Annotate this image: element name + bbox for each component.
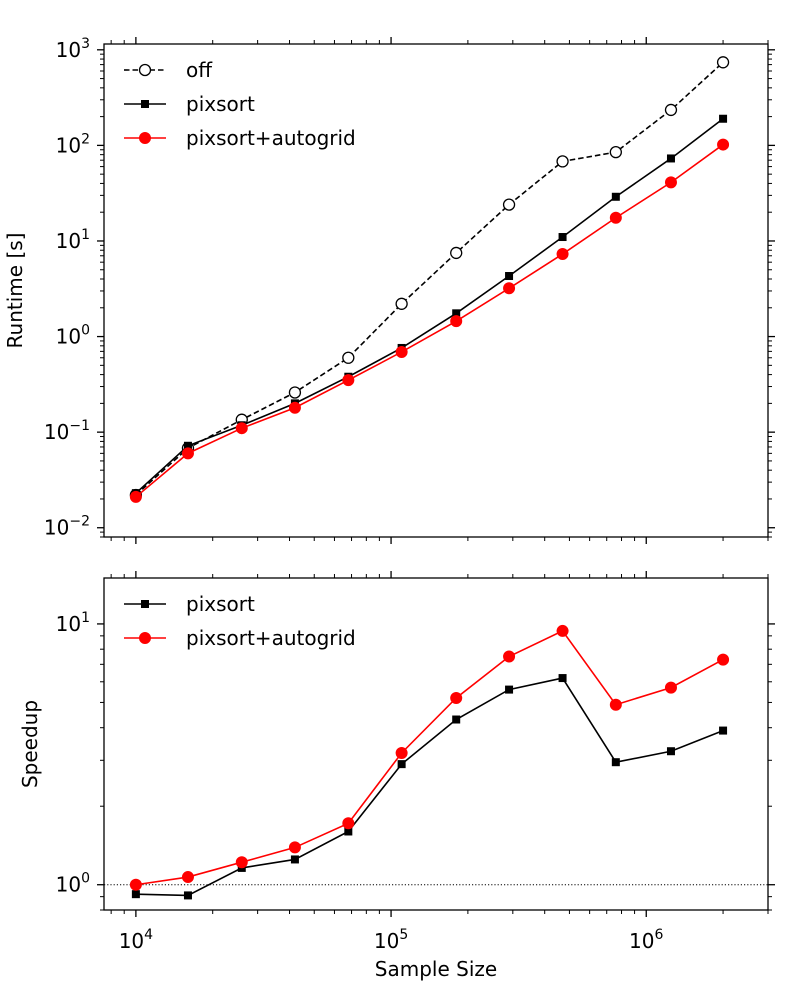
y-axis-label: Speedup <box>18 700 42 788</box>
data-point <box>342 374 355 387</box>
data-point <box>717 653 730 666</box>
data-point <box>450 691 463 704</box>
y-tick-label: 10−1 <box>44 418 90 444</box>
data-point <box>288 841 301 854</box>
runtime-chart: 10−2 10−1 100 101 102 103 Runtime [s] off pixsor… <box>3 36 775 544</box>
data-point <box>719 114 728 123</box>
data-point <box>556 248 569 261</box>
data-point <box>342 817 355 830</box>
legend: off pixsort pixsort+autogrid <box>124 58 356 150</box>
data-point <box>235 856 248 869</box>
data-point <box>716 56 730 69</box>
data-point <box>717 138 730 151</box>
data-point <box>183 891 192 900</box>
data-point <box>141 100 149 108</box>
data-point <box>611 758 620 767</box>
data-point <box>609 145 622 159</box>
legend-label: pixsort+autogrid <box>186 126 356 150</box>
data-point <box>502 198 516 211</box>
y-tick-label: 100 <box>56 323 90 349</box>
legend-label: pixsort <box>186 592 255 616</box>
data-point <box>503 282 516 295</box>
y-tick-label: 10−2 <box>44 514 90 540</box>
plot-frame <box>103 577 769 911</box>
series-line <box>135 61 724 496</box>
data-point <box>558 674 567 683</box>
plot-frame <box>103 43 769 538</box>
x-tick-label: 104 <box>119 927 153 953</box>
y-tick-label: 101 <box>56 610 90 636</box>
data-point <box>452 715 461 724</box>
data-point <box>397 760 406 769</box>
legend-label: pixsort <box>186 92 255 116</box>
data-point <box>181 871 194 884</box>
data-point <box>664 103 678 117</box>
data-point <box>719 726 728 735</box>
data-point <box>395 746 408 759</box>
series-line <box>135 118 724 494</box>
y-tick-label: 101 <box>56 227 90 253</box>
speedup-chart: 100 101 104 105 106 Speedup Sample Size pixsort… <box>18 571 775 981</box>
data-point <box>131 890 140 899</box>
legend-label: off <box>186 58 213 82</box>
data-point <box>288 386 302 399</box>
data-point <box>609 211 622 224</box>
tick-marks <box>97 571 775 917</box>
data-point <box>558 233 567 242</box>
data-point <box>129 490 142 503</box>
x-tick-label: 105 <box>374 927 408 953</box>
data-point <box>290 855 299 864</box>
x-tick-label: 106 <box>629 927 663 953</box>
legend: pixsort pixsort+autogrid <box>124 592 356 650</box>
data-point <box>556 624 569 637</box>
data-point <box>181 447 194 460</box>
legend-label: pixsort+autogrid <box>186 626 356 650</box>
y-axis-label: Runtime [s] <box>3 233 27 349</box>
data-point <box>139 132 151 144</box>
data-point <box>450 246 463 260</box>
y-tick-label: 102 <box>56 131 90 157</box>
series-pixsort <box>131 674 728 900</box>
data-point <box>395 297 408 310</box>
data-point <box>609 698 622 711</box>
y-tick-label: 100 <box>56 871 90 897</box>
data-point <box>288 401 301 414</box>
data-point <box>503 650 516 663</box>
data-point <box>664 681 677 694</box>
data-point <box>664 176 677 189</box>
data-point <box>611 192 620 201</box>
series-line <box>135 677 724 897</box>
data-point <box>139 632 151 644</box>
data-point <box>556 155 569 168</box>
data-point <box>450 315 463 328</box>
data-point <box>395 345 408 358</box>
data-point <box>505 272 514 281</box>
series-pixsort-autogrid <box>129 624 730 891</box>
series-line <box>135 629 724 886</box>
data-point <box>666 154 675 163</box>
data-point <box>342 351 355 364</box>
data-point <box>129 878 142 891</box>
data-point <box>138 63 152 77</box>
data-point <box>235 422 248 435</box>
series-pixsort-autogrid <box>129 138 730 503</box>
data-point <box>505 685 514 694</box>
y-tick-label: 103 <box>56 36 90 62</box>
data-point <box>666 747 675 756</box>
tick-marks <box>97 37 775 544</box>
data-point <box>141 600 149 608</box>
x-axis-label: Sample Size <box>375 957 497 981</box>
series-line <box>135 143 724 498</box>
